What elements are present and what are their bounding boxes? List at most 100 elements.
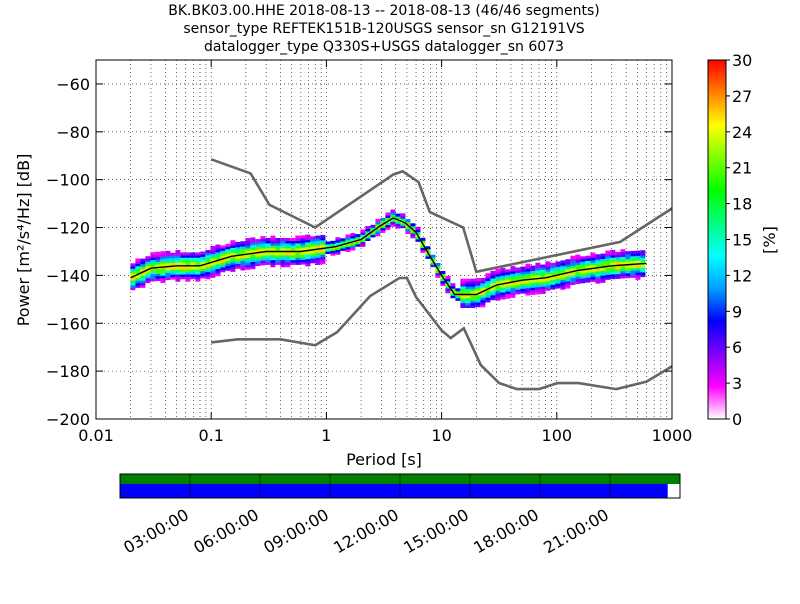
heatmap-cell [385,222,391,226]
heatmap-cell [465,302,471,306]
heatmap-cell [520,288,526,292]
heatmap-cell [280,252,286,256]
heatmap-cell [165,277,171,281]
heatmap-cell [620,268,626,272]
y-tick-label: −180 [46,362,90,381]
heatmap-cell [200,273,206,276]
heatmap-cell [305,234,311,238]
heatmap-cell [130,268,136,272]
heatmap-cell [225,263,231,266]
heatmap-cell [180,257,186,261]
heatmap-cell [485,290,491,293]
heatmap-cell [560,277,566,281]
heatmap-cell [135,284,141,288]
heatmap-cell [355,234,361,238]
heatmap-cell [455,297,461,301]
heatmap-cell [570,272,576,276]
heatmap-cell [335,242,341,246]
heatmap-cell [240,241,246,245]
heatmap-cell [555,275,561,279]
heatmap-cell [130,284,136,288]
heatmap-cell [235,265,241,269]
y-tick-label: −120 [46,219,90,238]
heatmap-cell [640,274,646,278]
heatmap-cell [260,262,266,266]
heatmap-cell [440,280,446,284]
heatmap-cell [230,245,236,248]
heatmap-cell [255,260,261,264]
heatmap-cell [225,265,231,269]
heatmap-cell [600,279,606,283]
heatmap-cell [245,257,251,261]
heatmap-cell [415,226,421,230]
heatmap-cell [570,277,576,281]
heatmap-cell [240,246,246,249]
heatmap-cell [520,271,526,275]
heatmap-cell [630,253,636,257]
heatmap-cell [580,265,586,269]
heatmap-cell [185,266,191,270]
heatmap-cell [140,258,146,262]
heatmap-cell [405,226,411,230]
heatmap-cell [495,290,501,294]
heatmap-cell [430,264,436,268]
heatmap-cell [585,270,591,273]
heatmap-cell [205,259,211,263]
heatmap-cell [530,275,536,279]
heatmap-cell [600,258,606,262]
heatmap-cell [300,235,306,239]
heatmap-cell [575,273,581,277]
heatmap-cell [545,273,551,277]
heatmap-cell [570,255,576,259]
colorbar-tick-label: 3 [732,374,742,393]
heatmap-cell [335,237,341,241]
heatmap-cell [540,281,546,285]
heatmap-cell [515,281,521,285]
heatmap-cell [160,263,166,267]
heatmap-cell [325,241,331,245]
heatmap-cell [260,243,266,247]
heatmap-cell [200,258,206,262]
heatmap-cell [500,275,506,279]
heatmap-cell [310,243,316,247]
heatmap-cell [585,258,591,261]
heatmap-cell [370,224,376,228]
heatmap-cell [165,269,171,273]
heatmap-cell [625,260,631,264]
heatmap-cell [465,288,471,292]
heatmap-cell [130,263,136,267]
heatmap-cell [285,245,291,249]
heatmap-cell [570,282,576,285]
heatmap-cell [595,254,601,258]
heatmap-cell [460,285,466,289]
heatmap-cell [235,244,241,248]
heatmap-cell [220,264,226,268]
colorbar-tick-label: 12 [732,266,752,285]
heatmap-cell [565,268,571,272]
heatmap-cell [605,274,611,278]
heatmap-cell [170,259,176,263]
heatmap-cell [220,259,226,263]
heatmap-cell [245,242,251,246]
heatmap-cell [490,292,496,296]
y-tick-label: −160 [46,314,90,333]
heatmap-cell [485,294,491,298]
heatmap-cell [215,263,221,267]
heatmap-cell [495,285,501,289]
heatmap-cell [560,286,566,290]
heatmap-cell [315,257,321,261]
heatmap-cell [530,265,536,269]
heatmap-cell [635,255,641,259]
heatmap-cell [630,260,636,264]
heatmap-cell [295,261,301,265]
heatmap-cell [340,238,346,242]
heatmap-cell [510,290,516,293]
heatmap-cell [135,263,141,267]
heatmap-cell [375,228,381,232]
heatmap-cell [640,255,646,258]
heatmap-cell [620,258,626,262]
heatmap-cell [590,271,596,275]
heatmap-cell [640,267,646,270]
heatmap-cell [485,297,491,301]
heatmap-cell [285,247,291,251]
